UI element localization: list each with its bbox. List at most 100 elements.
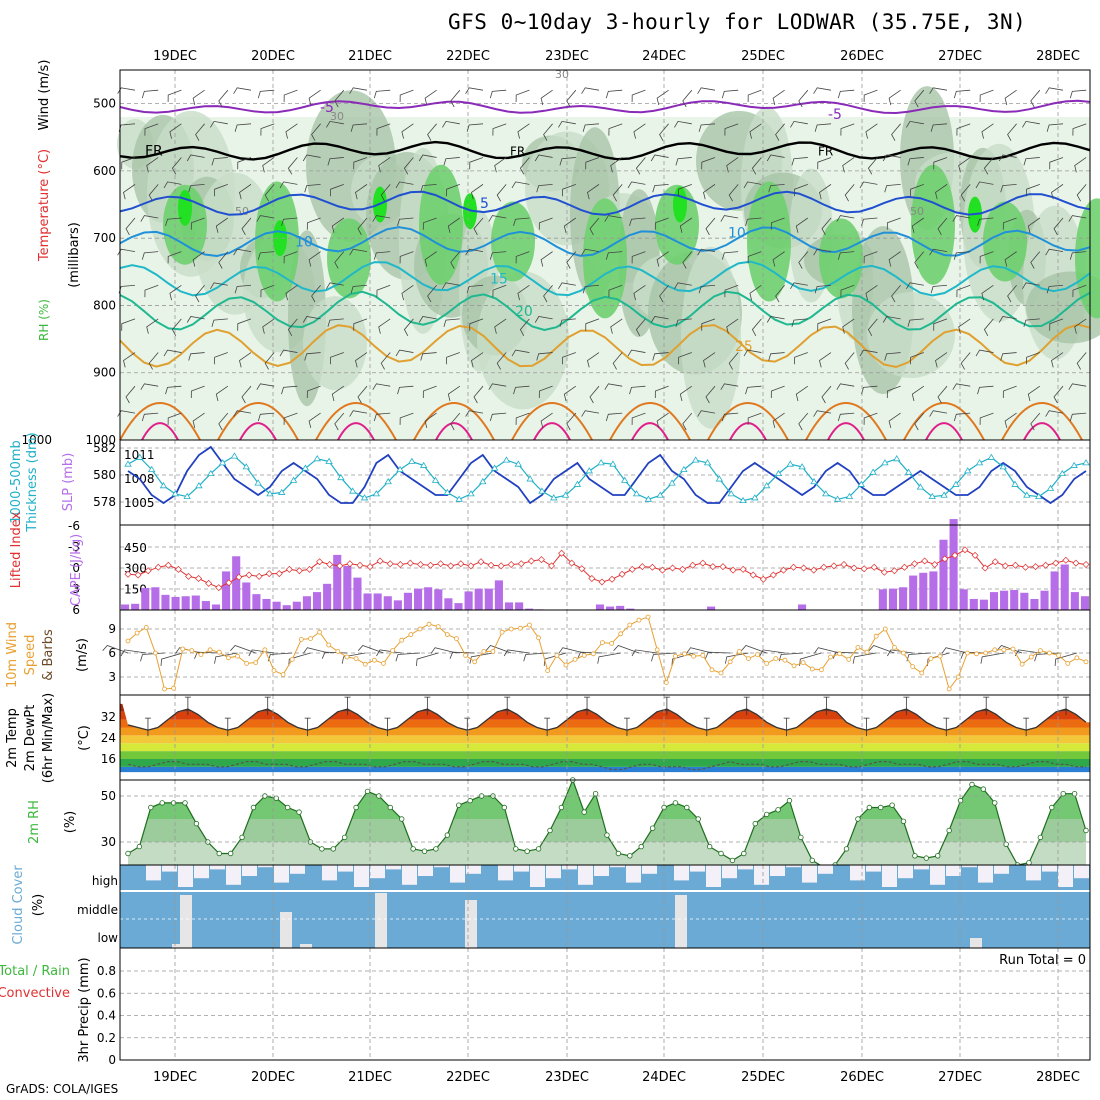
temperature-color-band: [120, 759, 1090, 767]
wind-barb: [167, 251, 182, 264]
wind-barb: [631, 412, 646, 425]
wind-barb: [283, 89, 298, 103]
minmax-whisker: [304, 717, 311, 737]
cape-bar: [1010, 590, 1019, 610]
lifted-index-marker: [669, 564, 677, 572]
wind-barb: [654, 385, 669, 399]
thickness-marker: [230, 452, 239, 459]
rh-marker: [718, 850, 724, 857]
thickness-marker: [171, 490, 180, 497]
wind-barb: [837, 89, 855, 99]
cape-tick-label: 150: [124, 582, 147, 596]
wind-barb: [1004, 412, 1017, 428]
lifted-index-marker: [790, 563, 798, 571]
thickness-marker: [999, 463, 1007, 470]
wind-barb: [399, 412, 414, 425]
wind-barb: [888, 89, 901, 106]
thickness-marker: [278, 488, 286, 495]
minmax-whisker: [943, 717, 950, 737]
cape-bar: [464, 591, 473, 610]
cape-bar: [232, 556, 241, 610]
lifted-index-marker: [487, 561, 495, 569]
cape-bar: [989, 592, 999, 610]
wind-speed-marker: [225, 655, 231, 661]
wind-barb: [420, 352, 437, 361]
surface-wind-barb: [430, 647, 457, 654]
rh-marker: [125, 850, 131, 857]
cape-bar: [616, 605, 625, 610]
wind-speed-line: [127, 616, 1087, 691]
lifted-index-marker: [507, 561, 515, 568]
wind-barb: [911, 217, 925, 233]
wind-barb: [353, 157, 368, 170]
minmax-whisker: [663, 696, 670, 716]
wind-barb: [121, 157, 136, 170]
wind-speed-marker: [800, 660, 806, 665]
wind-speed-marker: [308, 636, 313, 641]
wind-barb: [1007, 123, 1017, 141]
wind-speed-marker: [855, 645, 861, 650]
thickness-marker: [514, 460, 523, 467]
wind-speed-marker: [317, 629, 323, 635]
thickness-marker: [810, 477, 818, 485]
lifted-index-marker: [870, 563, 878, 571]
wind-barb: [705, 385, 716, 404]
wind-barb: [117, 410, 136, 417]
thickness-marker: [715, 475, 724, 482]
surface-wind-barb: [832, 651, 858, 659]
day-label-bottom: 26DEC: [840, 1070, 884, 1085]
wind-barb: [953, 412, 971, 422]
wind-speed-marker: [545, 668, 551, 673]
wind-barb: [589, 385, 600, 404]
wind-barb: [958, 157, 971, 173]
wind-barb: [401, 284, 414, 301]
cape-bar: [333, 554, 342, 610]
thickness-marker: [443, 488, 452, 495]
thickness-marker: [538, 487, 546, 494]
wind-barb: [861, 217, 878, 227]
wind-barb: [794, 183, 808, 197]
wind-barb: [975, 349, 994, 357]
wind-barb: [650, 316, 669, 323]
wind-barb: [330, 352, 344, 365]
wind-barb: [443, 318, 460, 327]
isotherm-30: [511, 402, 593, 441]
surface-wind-barb: [214, 652, 238, 664]
wind-barb: [979, 412, 994, 425]
surface-wind-barb: [613, 645, 640, 654]
wind-barb: [861, 385, 878, 395]
wind-barb: [1027, 385, 1041, 402]
isotherm-35: [533, 422, 571, 441]
cape-bar: [151, 587, 160, 610]
isotherm-20: [119, 290, 1091, 332]
wind-speed-marker: [764, 661, 770, 666]
wind-barb: [469, 318, 484, 331]
thickness-marker: [573, 480, 582, 487]
wind-barb: [260, 284, 275, 298]
wind-barb: [914, 412, 925, 431]
wind-barb: [958, 318, 971, 334]
surface-wind-barb: [357, 645, 384, 654]
wind-barb: [1023, 318, 1040, 327]
cloud-gap-low: [300, 944, 312, 948]
wind-barb: [380, 352, 391, 370]
lifted-index-marker: [306, 565, 314, 573]
rh-shading-blob: [867, 292, 955, 379]
wind-barb: [215, 385, 229, 402]
wind-barb: [287, 157, 298, 175]
wind-barb: [837, 251, 855, 260]
wind-speed-marker: [1028, 654, 1034, 660]
wind-speed-marker: [1056, 653, 1062, 658]
wind-barb: [906, 120, 924, 128]
wind-barb: [355, 184, 368, 200]
pressure-tick-label: 1000: [21, 433, 52, 447]
cape-bar: [363, 593, 372, 610]
wind-barb: [819, 352, 832, 368]
wind-barb: [886, 385, 901, 399]
cape-bar: [292, 601, 301, 610]
wind-speed-marker: [709, 667, 715, 673]
cape-bar: [393, 600, 402, 610]
wind-barb: [566, 412, 577, 431]
thickness-line: [127, 455, 1087, 502]
cape-bar: [595, 604, 604, 610]
